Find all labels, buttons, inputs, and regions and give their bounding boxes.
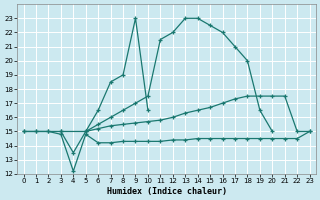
X-axis label: Humidex (Indice chaleur): Humidex (Indice chaleur) [107, 187, 227, 196]
